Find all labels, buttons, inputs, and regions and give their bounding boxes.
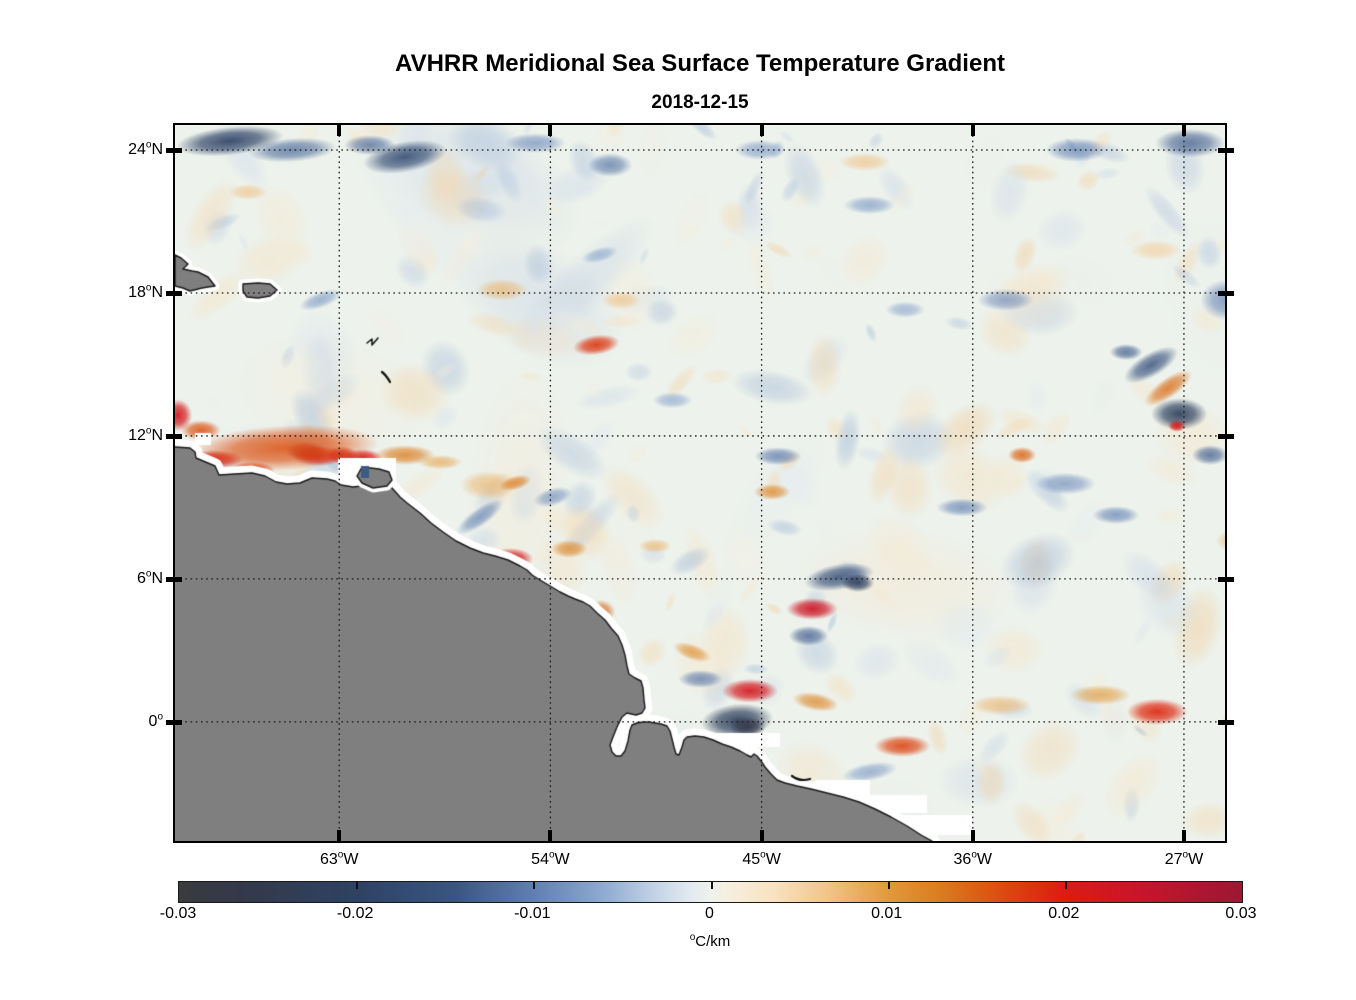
y-tick-label-6N: 6oN xyxy=(136,568,163,587)
gridlines-overlay xyxy=(175,125,1225,841)
y-tick-right-24N xyxy=(1218,148,1234,154)
x-tick-bottom-36W xyxy=(970,830,975,841)
x-tick-label-63W: 63oW xyxy=(320,849,359,868)
y-tick-label-0: 0o xyxy=(148,711,163,730)
y-tick-left-6N xyxy=(166,576,182,582)
x-tick-top-45W xyxy=(759,125,764,136)
colorbar-tick-label--0.01: -0.01 xyxy=(514,905,551,922)
colorbar-tick-label--0.02: -0.02 xyxy=(336,905,374,922)
x-tick-label-45W: 45oW xyxy=(742,849,781,868)
y-tick-right-12N xyxy=(1218,433,1234,439)
colorbar-tick-label-0.01: 0.01 xyxy=(871,905,903,922)
x-tick-bottom-54W xyxy=(548,830,553,841)
y-tick-label-24N: 24oN xyxy=(128,139,163,159)
colorbar-tick xyxy=(887,882,890,889)
colorbar-tick xyxy=(356,882,359,889)
x-tick-top-54W xyxy=(548,125,553,136)
chart-subtitle: 2018-12-15 xyxy=(651,92,749,113)
x-tick-bottom-45W xyxy=(759,830,764,841)
y-tick-left-0 xyxy=(166,719,182,725)
y-tick-right-18N xyxy=(1218,290,1234,296)
colorbar-tick-label--0.03: -0.03 xyxy=(159,905,197,922)
y-tick-right-6N xyxy=(1218,576,1234,582)
colorbar-tick-label-0.02: 0.02 xyxy=(1048,905,1080,922)
x-tick-label-27W: 27oW xyxy=(1164,849,1204,868)
colorbar-unit-label: oC/km xyxy=(689,932,731,951)
colorbar-tick xyxy=(710,882,713,889)
x-tick-bottom-27W xyxy=(1181,830,1186,841)
y-tick-left-24N xyxy=(166,148,182,154)
colorbar-tick-label-0: 0 xyxy=(705,905,714,922)
y-tick-left-18N xyxy=(166,290,182,296)
map-plot-area xyxy=(166,123,1234,843)
colorbar-tick-label-0.03: 0.03 xyxy=(1225,905,1257,922)
colorbar xyxy=(178,881,1243,903)
colorbar-tick xyxy=(533,882,536,889)
x-tick-top-36W xyxy=(970,125,975,136)
x-tick-top-63W xyxy=(337,125,342,136)
y-tick-left-12N xyxy=(166,433,182,439)
y-tick-label-18N: 18oN xyxy=(128,282,163,301)
colorbar-tick xyxy=(1064,882,1067,889)
x-tick-label-54W: 54oW xyxy=(531,849,570,868)
chart-title: AVHRR Meridional Sea Surface Temperature… xyxy=(395,50,1005,77)
x-tick-top-27W xyxy=(1181,125,1186,136)
x-tick-label-36W: 36oW xyxy=(953,849,992,868)
y-tick-label-12N: 12oN xyxy=(128,425,163,444)
y-tick-right-0 xyxy=(1218,719,1234,725)
x-tick-bottom-63W xyxy=(337,830,342,841)
